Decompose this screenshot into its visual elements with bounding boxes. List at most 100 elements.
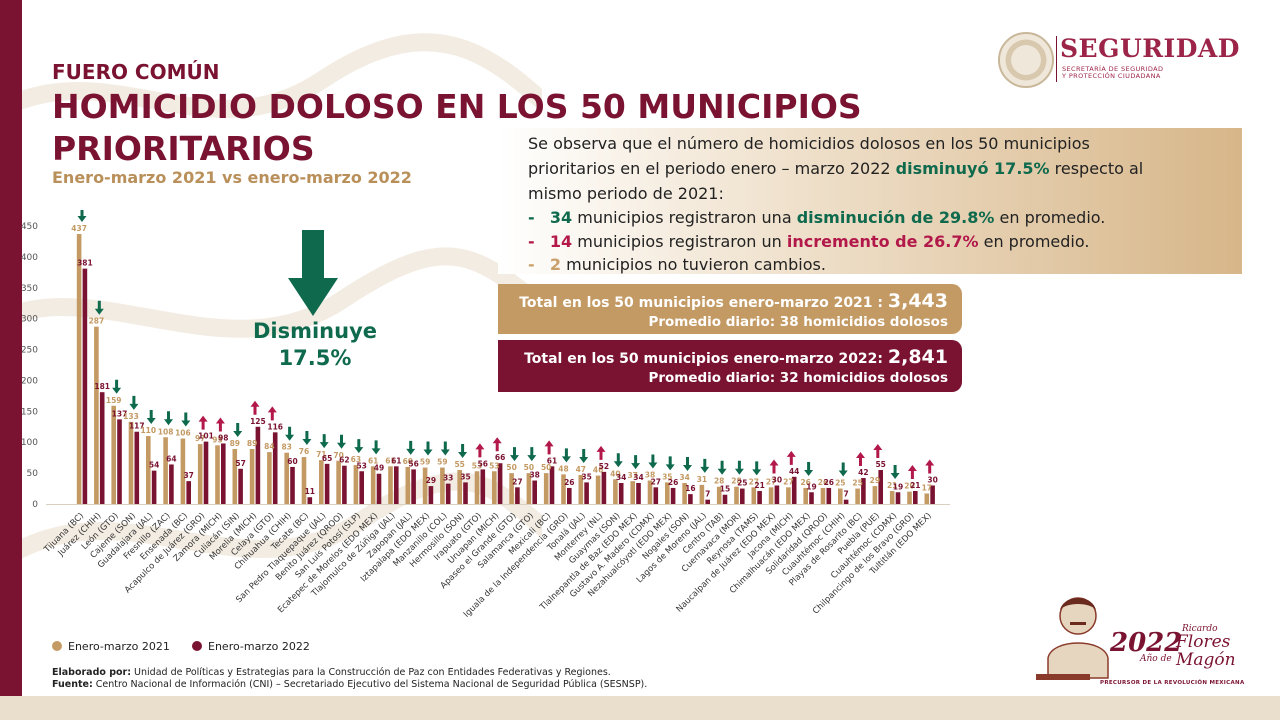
bar-2021 <box>716 486 722 504</box>
footer-source-label: Fuente: <box>52 679 93 690</box>
total-2022-box: Total en los 50 municipios enero-marzo 2… <box>498 340 962 392</box>
increase-arrow-icon <box>544 440 554 455</box>
y-tick-label: 100 <box>21 438 38 448</box>
bar-2021 <box>630 481 635 504</box>
data-label-2022: 101 <box>198 432 214 441</box>
data-label-2021: 50 <box>524 463 534 472</box>
footer-made-by: Elaborado por: Unidad de Políticas y Est… <box>52 667 647 679</box>
data-label-2022: 181 <box>94 382 110 391</box>
data-label-2022: 19 <box>806 482 816 491</box>
bar-2021 <box>803 487 808 504</box>
bar-2021 <box>543 473 549 504</box>
data-label-2022: 61 <box>391 456 401 465</box>
data-label-2022: 137 <box>112 409 128 418</box>
footer-source: Fuente: Centro Nacional de Información (… <box>52 679 647 691</box>
summary-box: Se observa que el número de homicidios d… <box>498 128 1242 274</box>
bar-2022 <box>913 491 918 504</box>
bullet-dash: - <box>528 232 535 251</box>
bar-2021 <box>682 482 687 504</box>
bar-2022 <box>238 468 243 504</box>
legend-item-2021: Enero-marzo 2021 <box>52 640 170 653</box>
data-label-2021: 38 <box>645 471 655 480</box>
data-label-2021: 28 <box>714 477 724 486</box>
increase-arrow-icon <box>769 459 779 474</box>
bar-2021 <box>561 474 566 504</box>
data-label-2022: 38 <box>529 471 539 480</box>
footer-made-by-label: Elaborado por: <box>52 667 132 678</box>
decrease-arrow-icon <box>337 434 346 449</box>
bar-2022 <box>878 470 883 504</box>
bar-2021 <box>578 474 584 504</box>
legend-label-2022: Enero-marzo 2022 <box>208 640 310 653</box>
data-label-2022: 49 <box>374 464 384 473</box>
bullet-count: 2 <box>549 255 562 274</box>
increase-arrow-icon <box>215 417 225 432</box>
increase-arrow-icon <box>250 400 260 415</box>
increase-arrow-icon <box>856 452 865 467</box>
bar-2022 <box>290 466 295 504</box>
decrease-arrow-icon <box>561 448 571 463</box>
data-label-2022: 30 <box>927 475 937 484</box>
bar-2021 <box>647 480 653 504</box>
badge-tagline: PRECURSOR DE LA REVOLUCIÓN MEXICANA <box>1100 680 1245 686</box>
bullet-text: municipios registraron un <box>572 232 787 251</box>
bar-2021 <box>734 486 739 504</box>
bar-2022 <box>359 471 364 504</box>
bar-2021 <box>76 234 82 504</box>
data-label-2022: 60 <box>287 457 297 466</box>
bullet-end: en promedio. <box>978 232 1090 251</box>
bar-2022 <box>636 482 641 504</box>
data-label-2021: 46 <box>593 466 603 475</box>
bar-2022 <box>757 491 762 504</box>
bar-2021 <box>889 491 895 504</box>
bar-2022 <box>653 487 659 504</box>
bar-2021 <box>768 487 774 504</box>
logo-subtitle-line2: Y PROTECCIÓN CIUDADANA <box>1062 72 1161 80</box>
decrease-arrow-icon <box>458 444 468 459</box>
data-label-2021: 76 <box>299 447 309 456</box>
bar-2022 <box>774 485 780 504</box>
data-label-2022: 61 <box>547 456 557 465</box>
data-label-2022: 35 <box>581 472 591 481</box>
bar-2022 <box>376 473 382 504</box>
summary-line2-a: prioritarios en el periodo enero – marzo… <box>528 159 896 178</box>
bar-2021 <box>146 436 151 504</box>
decrease-arrow-icon <box>354 439 364 454</box>
data-label-2022: 125 <box>250 417 266 426</box>
bar-2022 <box>394 466 399 504</box>
bar-2021 <box>249 449 255 504</box>
data-label-2021: 20 <box>904 482 914 491</box>
bar-2022 <box>480 469 486 504</box>
bar-2022 <box>601 471 607 504</box>
decrease-arrow-icon <box>146 410 156 425</box>
left-accent-bar <box>0 0 22 720</box>
bar-2022 <box>272 432 278 504</box>
data-label-2022: 381 <box>77 259 93 268</box>
data-label-2022: 26 <box>564 478 574 487</box>
bullet-dash: - <box>528 208 535 227</box>
bullet-text: municipios no tuvieron cambios. <box>561 255 826 274</box>
badge-name1: Ricardo <box>1182 624 1218 634</box>
bar-2021 <box>751 487 757 504</box>
bar-2022 <box>428 486 434 504</box>
bar-2021 <box>353 465 359 504</box>
bar-2021 <box>180 438 186 504</box>
bar-2022 <box>861 478 866 504</box>
footer-made-by-text: Unidad de Políticas y Estrategias para l… <box>131 667 611 678</box>
bullet-highlight: disminución de 29.8% <box>796 208 995 227</box>
data-label-2021: 17 <box>922 483 932 492</box>
summary-bullet-decrease: - 34 municipios registraron una disminuc… <box>528 208 1105 227</box>
data-label-2022: 56 <box>408 459 418 468</box>
data-label-2021: 133 <box>123 412 139 421</box>
data-label-2021: 61 <box>385 456 395 465</box>
decrease-arrow-icon <box>129 395 139 410</box>
decrease-arrow-icon <box>285 426 295 441</box>
data-label-2022: 33 <box>443 474 453 483</box>
increase-arrow-icon <box>873 444 883 459</box>
bar-2021 <box>440 467 445 504</box>
data-label-2021: 53 <box>489 461 499 470</box>
bar-2022 <box>895 492 901 504</box>
summary-line2-c: respecto al <box>1049 159 1144 178</box>
y-tick-label: 50 <box>27 469 39 479</box>
y-tick-label: 350 <box>21 284 38 294</box>
